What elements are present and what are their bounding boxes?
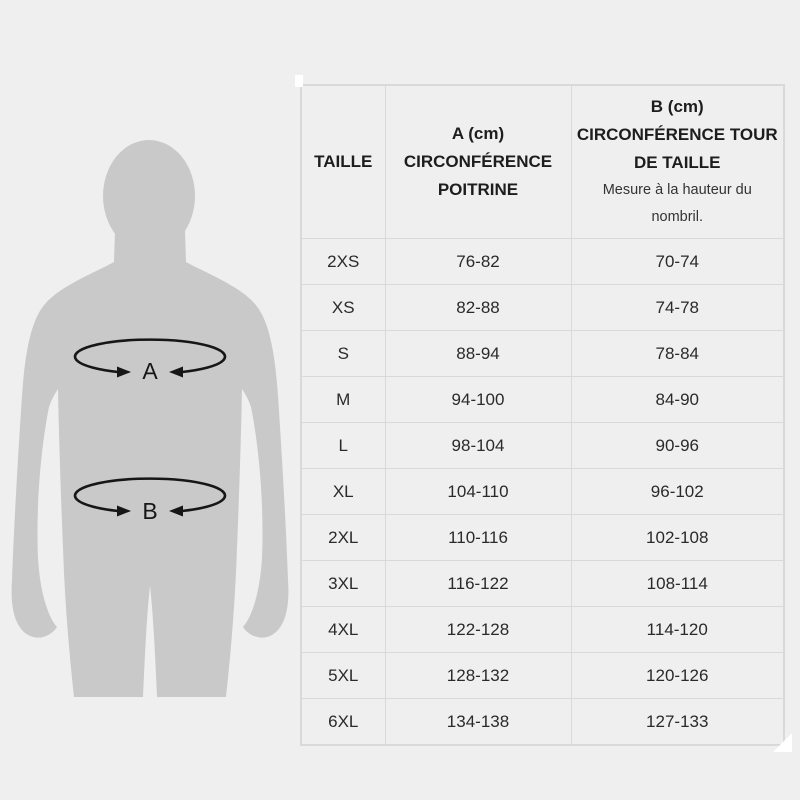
waist-cell: 90-96 bbox=[570, 422, 785, 469]
header-waist-title: B (cm) bbox=[650, 97, 704, 116]
waist-cell: 108-114 bbox=[570, 560, 785, 607]
silhouette-head bbox=[103, 140, 195, 252]
header-chest-title: A (cm) bbox=[451, 124, 505, 143]
measure-label-b: B bbox=[142, 498, 157, 524]
waist-measure-ellipse bbox=[73, 477, 227, 513]
chest-cell: 128-132 bbox=[384, 652, 572, 699]
chest-cell: 116-122 bbox=[384, 560, 572, 607]
size-cell: 2XL bbox=[300, 514, 386, 561]
waist-arrow-right-icon bbox=[169, 505, 183, 517]
chest-cell: 134-138 bbox=[384, 698, 572, 746]
table-header-row: TAILLE A (cm) CIRCONFÉRENCE POITRINE B (… bbox=[300, 84, 785, 239]
waist-cell: 84-90 bbox=[570, 376, 785, 423]
header-waist-sub: CIRCONFÉRENCE TOUR bbox=[576, 125, 778, 144]
header-waist: B (cm) CIRCONFÉRENCE TOUR DE TAILLE Mesu… bbox=[570, 84, 785, 239]
silhouette-body bbox=[11, 230, 289, 697]
table-row: 6XL 134-138 127-133 bbox=[300, 698, 785, 746]
table-corner-artifact-top-left bbox=[295, 75, 303, 87]
chest-cell: 76-82 bbox=[384, 238, 572, 285]
measurement-figure: A B bbox=[0, 0, 300, 800]
size-cell: 4XL bbox=[300, 606, 386, 653]
table-corner-fold-bottom-right bbox=[773, 733, 792, 752]
size-chart-table: TAILLE A (cm) CIRCONFÉRENCE POITRINE B (… bbox=[300, 84, 785, 746]
table-row: S 88-94 78-84 bbox=[300, 330, 785, 377]
measure-label-a: A bbox=[142, 358, 158, 384]
chest-cell: 88-94 bbox=[384, 330, 572, 377]
size-cell: XS bbox=[300, 284, 386, 331]
waist-cell: 102-108 bbox=[570, 514, 785, 561]
table-row: 2XL 110-116 102-108 bbox=[300, 514, 785, 561]
header-size: TAILLE bbox=[300, 84, 386, 239]
size-cell: 6XL bbox=[300, 698, 386, 746]
chest-cell: 82-88 bbox=[384, 284, 572, 331]
table-row: L 98-104 90-96 bbox=[300, 422, 785, 469]
chest-arrow-right-icon bbox=[169, 366, 183, 378]
table-row: 5XL 128-132 120-126 bbox=[300, 652, 785, 699]
waist-cell: 114-120 bbox=[570, 606, 785, 653]
waist-cell: 127-133 bbox=[570, 698, 785, 746]
waist-cell: 120-126 bbox=[570, 652, 785, 699]
header-chest: A (cm) CIRCONFÉRENCE POITRINE bbox=[384, 84, 572, 239]
header-waist-note: Mesure à la hauteur du nombril. bbox=[602, 182, 752, 225]
header-size-label: TAILLE bbox=[314, 152, 373, 171]
size-cell: 2XS bbox=[300, 238, 386, 285]
header-chest-sub2: POITRINE bbox=[437, 180, 519, 199]
waist-cell: 78-84 bbox=[570, 330, 785, 377]
table-row: XL 104-110 96-102 bbox=[300, 468, 785, 515]
chest-measure-ellipse bbox=[73, 338, 227, 374]
size-cell: L bbox=[300, 422, 386, 469]
waist-cell: 96-102 bbox=[570, 468, 785, 515]
table-row: M 94-100 84-90 bbox=[300, 376, 785, 423]
table-row: XS 82-88 74-78 bbox=[300, 284, 785, 331]
table-row: 3XL 116-122 108-114 bbox=[300, 560, 785, 607]
header-chest-sub: CIRCONFÉRENCE bbox=[403, 152, 553, 171]
chest-cell: 104-110 bbox=[384, 468, 572, 515]
waist-arrow-left-icon bbox=[117, 505, 131, 517]
size-cell: 3XL bbox=[300, 560, 386, 607]
waist-cell: 74-78 bbox=[570, 284, 785, 331]
chest-cell: 122-128 bbox=[384, 606, 572, 653]
chest-arrow-left-icon bbox=[117, 366, 131, 378]
size-cell: XL bbox=[300, 468, 386, 515]
male-silhouette-svg: A B bbox=[11, 140, 289, 697]
table-row: 4XL 122-128 114-120 bbox=[300, 606, 785, 653]
size-cell: 5XL bbox=[300, 652, 386, 699]
waist-cell: 70-74 bbox=[570, 238, 785, 285]
size-cell: M bbox=[300, 376, 386, 423]
chest-cell: 98-104 bbox=[384, 422, 572, 469]
chest-cell: 110-116 bbox=[384, 514, 572, 561]
size-cell: S bbox=[300, 330, 386, 377]
header-waist-sub2: DE TAILLE bbox=[633, 153, 721, 172]
chest-cell: 94-100 bbox=[384, 376, 572, 423]
table-row: 2XS 76-82 70-74 bbox=[300, 238, 785, 285]
